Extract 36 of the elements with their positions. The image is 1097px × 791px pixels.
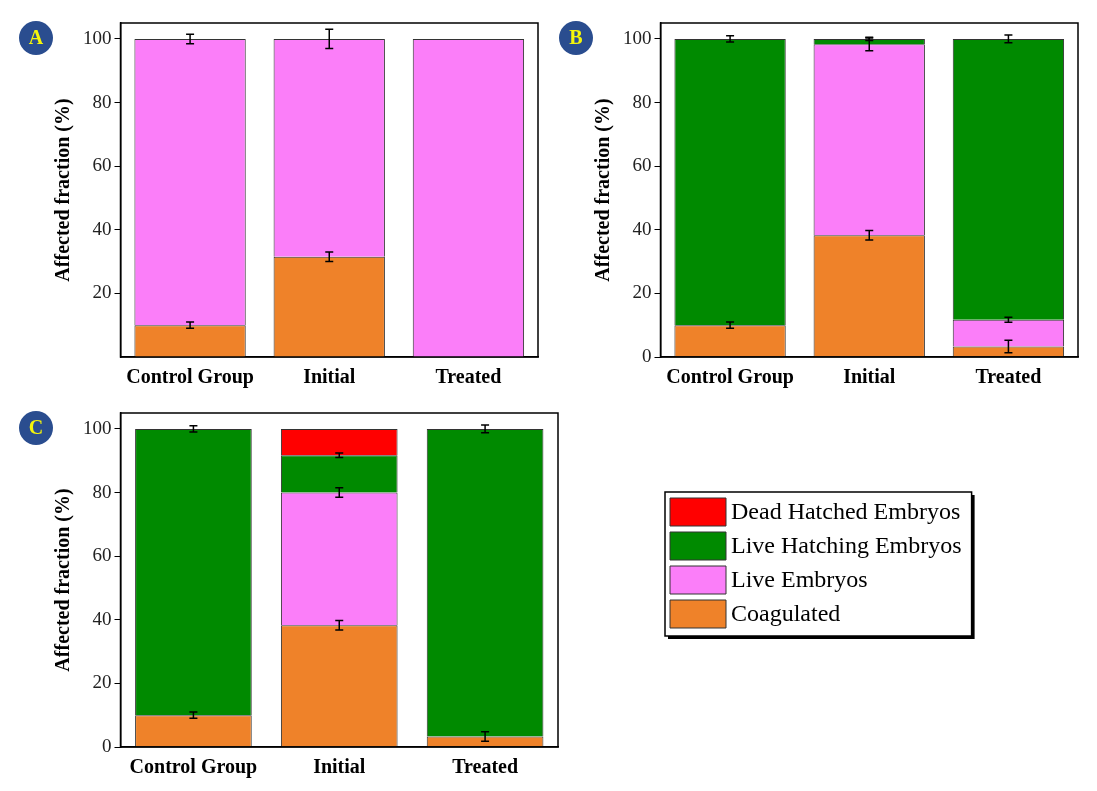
x-tick-label: Initial xyxy=(313,755,366,778)
y-tick-label: 100 xyxy=(83,26,112,48)
y-tick-label: 100 xyxy=(83,416,112,438)
x-tick-label: Control Group xyxy=(666,365,794,389)
x-tick-label: Treated xyxy=(435,365,502,388)
x-tick-label: Treated xyxy=(452,755,519,778)
legend-label: Dead Hatched Embryos xyxy=(731,498,961,525)
y-tick-label: 40 xyxy=(632,217,652,239)
y-tick-label: 100 xyxy=(623,26,652,48)
y-tick-label: 40 xyxy=(92,217,112,239)
y-axis-title: Affected fraction (%) xyxy=(51,98,75,282)
y-axis-title: Affected fraction (%) xyxy=(591,98,615,282)
x-tick-label: Initial xyxy=(303,365,356,388)
chart-title: B xyxy=(569,26,583,49)
x-tick-label: Treated xyxy=(975,365,1042,388)
y-tick-label: 60 xyxy=(632,154,652,176)
chart-title: C xyxy=(28,416,44,439)
y-tick-label: 60 xyxy=(92,544,112,566)
x-tick-label: Initial xyxy=(843,365,896,388)
y-tick-label: 20 xyxy=(632,281,652,303)
y-tick-label: 80 xyxy=(632,90,652,112)
y-tick-label: 20 xyxy=(92,281,112,303)
y-axis-title: Affected fraction (%) xyxy=(51,488,75,672)
chart-title: A xyxy=(28,26,44,49)
x-tick-label: Control Group xyxy=(126,365,254,389)
legend-label: Coagulated xyxy=(731,600,841,627)
y-tick-label: 0 xyxy=(102,734,112,756)
legend-label: Live Hatching Embryos xyxy=(731,532,962,559)
y-tick-label: 0 xyxy=(642,344,652,366)
y-tick-label: 20 xyxy=(92,671,112,693)
y-tick-label: 40 xyxy=(92,607,112,629)
y-tick-label: 60 xyxy=(92,154,112,176)
y-tick-label: 80 xyxy=(92,90,112,112)
legend-label: Live Embryos xyxy=(731,566,868,593)
y-tick-label: 80 xyxy=(92,480,112,502)
x-tick-label: Control Group xyxy=(129,755,258,779)
